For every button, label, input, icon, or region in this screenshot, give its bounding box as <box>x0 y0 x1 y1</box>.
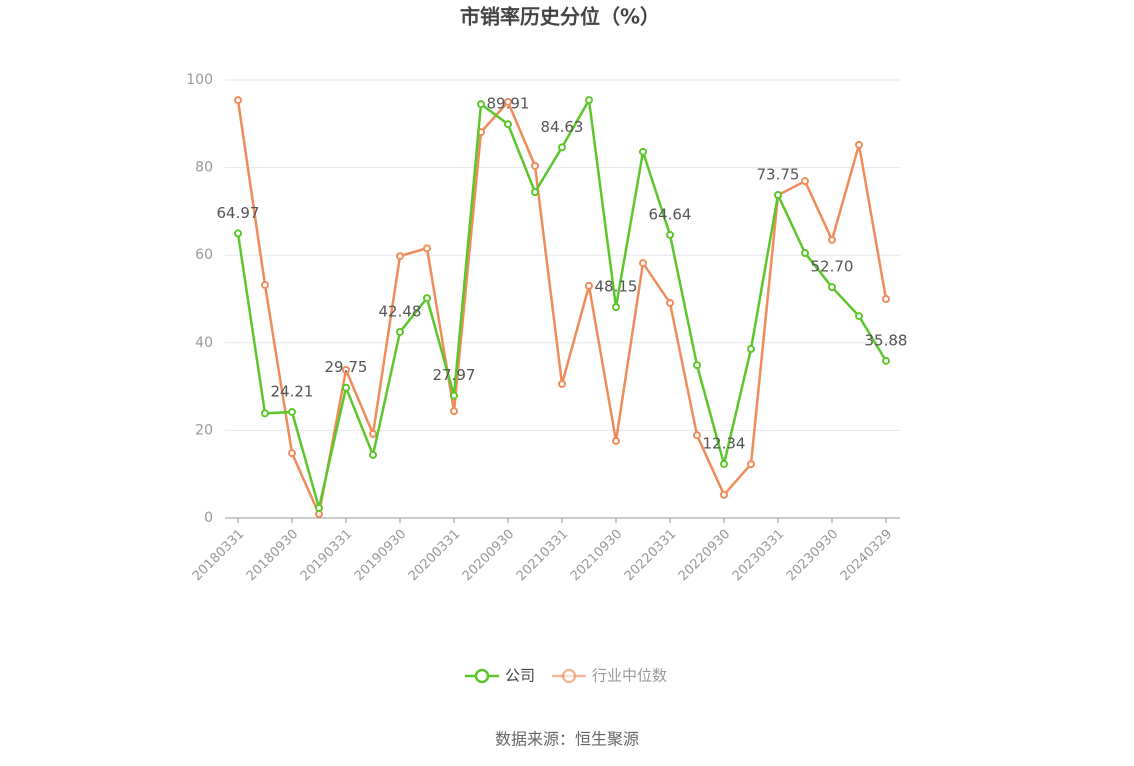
point <box>801 249 809 258</box>
point <box>855 312 863 321</box>
point <box>585 281 593 290</box>
value-label: 73.75 <box>757 165 800 183</box>
x-tick-label: 20240329 <box>838 527 895 584</box>
point <box>558 143 566 152</box>
x-tick-label: 20210331 <box>514 527 571 584</box>
legend-marker <box>474 668 490 684</box>
point <box>288 407 296 416</box>
value-label: 24.21 <box>271 382 314 400</box>
value-label: 48.15 <box>595 278 638 296</box>
value-label: 42.48 <box>379 302 422 320</box>
value-label: 27.97 <box>433 366 476 384</box>
point <box>612 303 620 312</box>
point <box>369 429 377 438</box>
point <box>639 259 647 268</box>
point <box>774 190 782 199</box>
value-label: 89.91 <box>487 95 530 113</box>
point <box>288 449 296 458</box>
y-tick-label: 60 <box>195 247 213 263</box>
legend-label: 公司 <box>505 667 535 685</box>
y-tick-label: 100 <box>186 72 213 88</box>
x-tick-label: 20200331 <box>406 527 463 584</box>
point <box>342 383 350 392</box>
value-label: 52.70 <box>811 258 854 276</box>
legend-label: 行业中位数 <box>592 667 667 685</box>
point <box>747 460 755 469</box>
point <box>612 436 620 445</box>
x-tick-label: 20220930 <box>676 527 733 584</box>
point <box>234 96 242 105</box>
point <box>396 252 404 261</box>
value-label: 35.88 <box>865 331 908 349</box>
x-tick-label: 20230331 <box>730 527 787 584</box>
point <box>234 229 242 238</box>
y-tick-label: 0 <box>204 510 213 526</box>
point <box>855 140 863 149</box>
point <box>477 100 485 109</box>
x-tick-label: 20180930 <box>244 527 301 584</box>
x-tick-label: 20220331 <box>622 527 679 584</box>
point <box>720 490 728 499</box>
point <box>720 459 728 468</box>
y-tick-label: 80 <box>195 160 213 176</box>
x-tick-label: 20200930 <box>460 527 517 584</box>
point <box>369 450 377 459</box>
point <box>693 431 701 440</box>
line <box>236 96 888 509</box>
x-tick-label: 20210930 <box>568 527 625 584</box>
x-tick-label: 20190331 <box>298 527 355 584</box>
value-label: 12.34 <box>703 434 746 452</box>
y-tick-label: 40 <box>195 335 213 351</box>
point <box>261 280 269 289</box>
chart-title: 市销率历史分位（%） <box>460 5 660 29</box>
point <box>666 298 674 307</box>
point <box>747 344 755 353</box>
point <box>504 97 512 106</box>
value-label: 64.64 <box>649 205 692 223</box>
point <box>666 230 674 239</box>
point <box>639 147 647 156</box>
point <box>531 188 539 197</box>
point <box>801 177 809 186</box>
point <box>882 295 890 303</box>
point <box>882 356 890 365</box>
point <box>423 244 431 253</box>
point <box>315 510 323 519</box>
point <box>450 391 458 400</box>
point <box>504 120 512 129</box>
value-label: 64.97 <box>217 204 260 222</box>
point <box>828 235 836 244</box>
point <box>342 365 350 374</box>
x-tick-label: 20180331 <box>190 527 247 584</box>
point <box>423 294 431 303</box>
source: 数据来源：恒生聚源 <box>495 730 639 749</box>
point <box>693 361 701 370</box>
x-tick-label: 20230930 <box>784 527 841 584</box>
value-label: 84.63 <box>541 118 584 136</box>
point <box>315 503 323 512</box>
y-tick-label: 20 <box>195 422 213 438</box>
point <box>396 327 404 336</box>
point <box>585 96 593 105</box>
x-tick-label: 20190930 <box>352 527 409 584</box>
point <box>558 379 566 388</box>
point <box>261 409 269 418</box>
line <box>236 99 888 519</box>
point <box>450 407 458 416</box>
point <box>828 283 836 292</box>
value-label: 29.75 <box>325 358 368 376</box>
point <box>531 161 539 170</box>
legend-marker <box>561 668 577 684</box>
